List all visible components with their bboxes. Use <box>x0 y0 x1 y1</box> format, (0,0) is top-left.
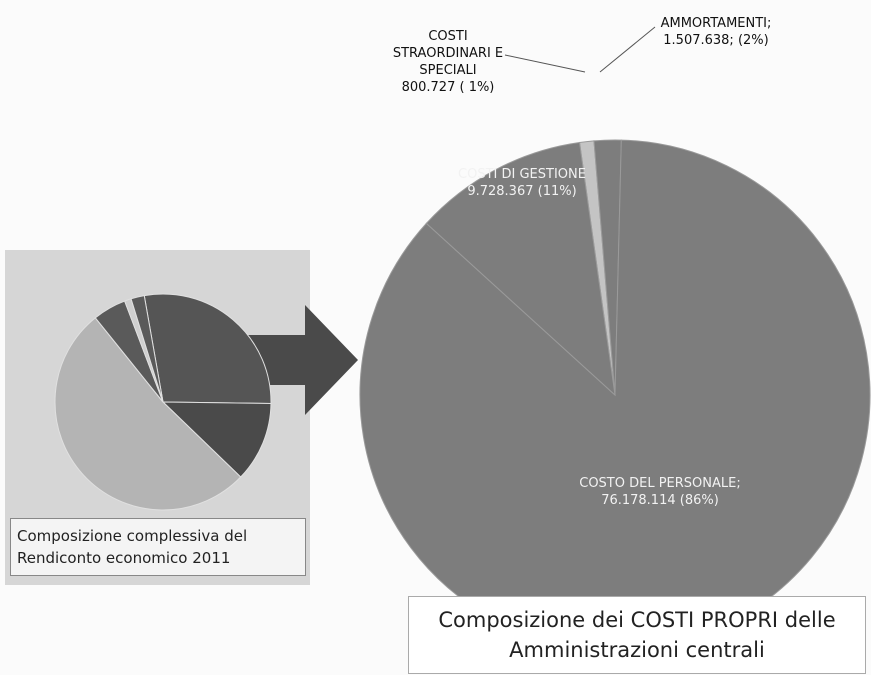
slice-label: COSTO DEL PERSONALE; 76.178.114 (86%) <box>575 475 745 509</box>
value-label: 1.507.638; (2%) <box>663 33 769 48</box>
chart-title: Composizione dei COSTI PROPRI delle Ammi… <box>408 596 866 674</box>
category-label: AMMORTAMENTI; <box>660 16 772 31</box>
value-label: 76.178.114 (86%) <box>601 493 719 508</box>
slice-label: COSTI DI GESTIONE 9.728.367 (11%) <box>437 166 607 200</box>
value-label: 9.728.367 (11%) <box>467 184 577 199</box>
category-label: COSTO DEL PERSONALE; <box>579 476 741 491</box>
slice-label: COSTI STRAORDINARI E SPECIALI 800.727 ( 1… <box>383 28 513 96</box>
slice-label: AMMORTAMENTI; 1.507.638; (2%) <box>641 15 791 49</box>
inset-title: Composizione complessiva del Rendiconto … <box>10 518 306 576</box>
arrow <box>245 305 358 415</box>
category-label: COSTI DI GESTIONE <box>458 167 586 182</box>
pie-slice <box>54 317 242 511</box>
pie-slice <box>425 141 616 397</box>
leader-line <box>504 54 586 73</box>
value-label: 800.727 ( 1%) <box>401 80 495 95</box>
pie-slice <box>161 401 272 478</box>
category-label: COSTI STRAORDINARI E SPECIALI <box>392 29 504 78</box>
pie-slice <box>130 295 164 403</box>
leader-line <box>599 26 656 73</box>
pie-slice <box>143 293 272 405</box>
